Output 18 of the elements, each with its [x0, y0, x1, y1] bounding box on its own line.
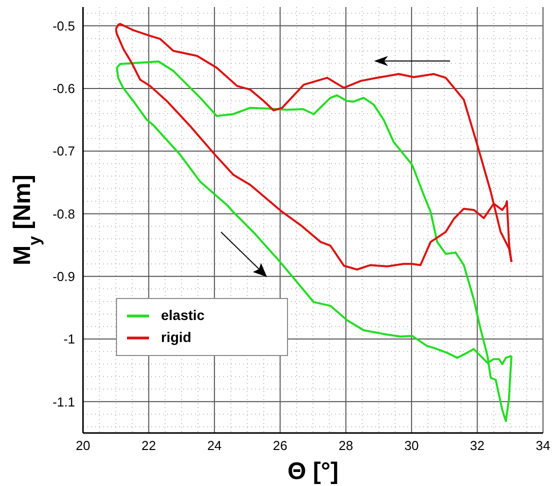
x-tick-label: 22: [141, 438, 156, 454]
y-tick-label: -0.5: [52, 18, 75, 34]
y-tick-label: -1: [63, 332, 75, 347]
y-tick-label: -0.8: [52, 206, 75, 222]
y-tick-label: -0.9: [52, 268, 75, 284]
y-tick-label: -0.6: [52, 81, 75, 96]
y-tick-label: -0.7: [52, 144, 75, 159]
x-tick-label: 26: [272, 438, 288, 454]
x-tick-label: 34: [536, 438, 550, 454]
x-axis-title: Θ [°]: [288, 458, 338, 485]
x-tick-label: 24: [207, 438, 222, 454]
x-tick-label: 20: [76, 438, 90, 454]
legend-label: rigid: [161, 328, 192, 345]
legend-label: elastic: [161, 306, 205, 323]
x-tick-label: 30: [404, 438, 419, 454]
x-tick-label: 32: [470, 438, 485, 454]
x-tick-label: 28: [338, 438, 354, 454]
y-tick-label: -1.1: [52, 394, 75, 410]
